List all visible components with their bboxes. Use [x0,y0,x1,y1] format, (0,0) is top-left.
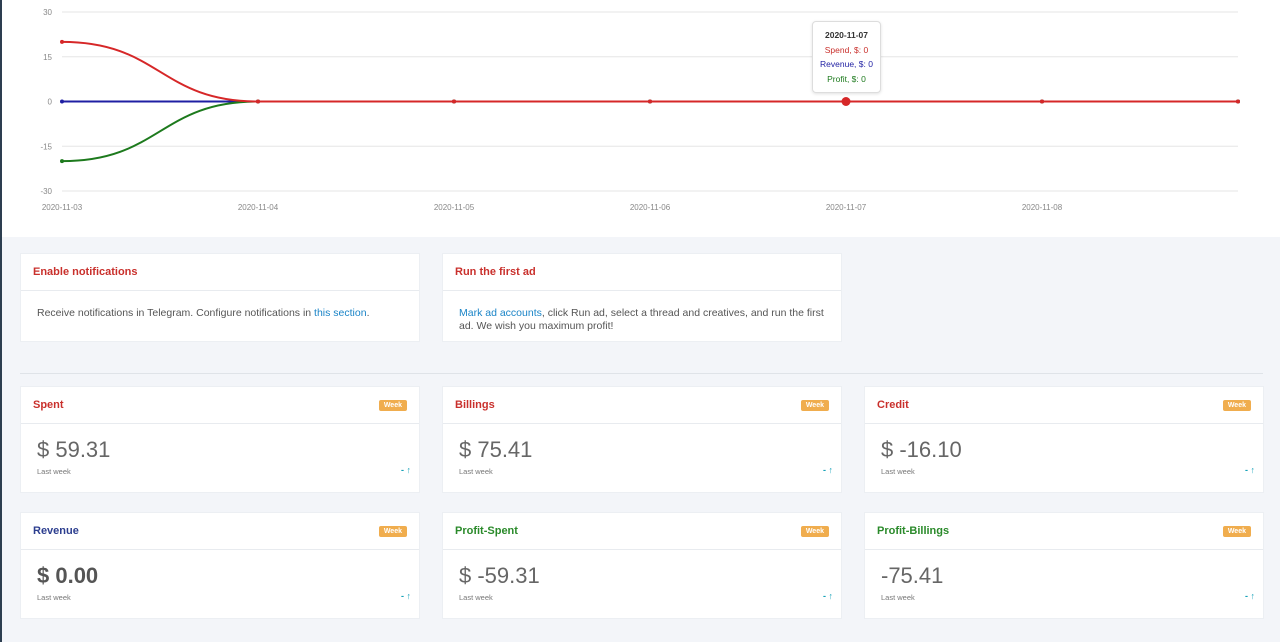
chart-svg: 30 15 0 -15 -30 2020-11-03 2020-11-04 2020-11-0… [40,8,1240,212]
trend-arrow-icon: - ↑ [1245,591,1255,601]
hover-point [841,97,851,106]
first-ad-card: Run the first ad Mark ad accounts, click… [442,253,842,342]
stat-period-label: Last week [459,593,493,602]
stat-card-profit-spent: Profit-Spent Week $ -59.31 Last week - ↑ [442,512,842,619]
stat-period-label: Last week [37,467,71,476]
notifications-text-end: . [366,307,370,319]
stat-card-title: Credit [877,399,909,411]
chart-tooltip: 2020-11-07 Spend, $: 0 Revenue, $: 0 Pro… [812,21,881,93]
notifications-card-title: Enable notifications [33,266,138,278]
x-tick-label: 2020-11-08 [1022,203,1063,212]
tooltip-revenue: Revenue, $: 0 [820,59,873,69]
y-tick-label: -15 [40,142,52,151]
first-ad-text: , click Run ad, select a thread and crea… [459,307,824,332]
y-tick-label: -30 [40,187,52,196]
trend-arrow-icon: - ↑ [401,465,411,475]
stat-value: $ -59.31 [459,563,540,588]
period-badge[interactable]: Week [1222,525,1251,537]
stat-card-billings: Billings Week $ 75.41 Last week - ↑ [442,386,842,493]
stat-card-credit: Credit Week $ -16.10 Last week - ↑ [864,386,1264,493]
stat-card-title: Spent [33,399,64,411]
x-tick-label: 2020-11-05 [434,203,475,212]
notifications-settings-link[interactable]: this section [314,307,367,319]
trend-arrow-icon: - ↑ [401,591,411,601]
stat-card-spent: Spent Week $ 59.31 Last week - ↑ [20,386,420,493]
data-point-spend [1236,99,1240,104]
notifications-text: Receive notifications in Telegram. Confi… [37,307,315,319]
tooltip-profit: Profit, $: 0 [827,73,866,84]
period-badge[interactable]: Week [1222,399,1251,411]
trend-arrow-icon: - ↑ [823,465,833,475]
series-line-spend [61,40,1238,103]
stat-card-title: Profit-Spent [455,525,518,537]
notifications-card: Enable notifications Receive notificatio… [20,253,420,342]
stat-period-label: Last week [459,467,493,476]
period-badge[interactable]: Week [800,399,829,411]
section-divider [20,373,1263,374]
x-tick-label: 2020-11-07 [826,203,867,212]
data-point-spend [60,39,64,44]
x-tick-label: 2020-11-03 [42,203,83,212]
y-tick-label: 15 [43,53,52,62]
stat-value: $ 0.00 [37,563,99,588]
stat-value: $ 59.31 [37,437,111,462]
stat-card-revenue: Revenue Week $ 0.00 Last week - ↑ [20,512,420,619]
period-badge[interactable]: Week [378,399,407,411]
y-tick-label: 0 [48,98,53,107]
trend-arrow-icon: - ↑ [823,591,833,601]
stat-card-profit-billings: Profit-Billings Week -75.41 Last week - … [864,512,1264,619]
tooltip-date: 2020-11-07 [824,30,868,40]
tooltip-spend: Spend, $: 0 [824,44,869,55]
series-line-profit [61,100,1238,163]
stat-value: $ 75.41 [459,437,533,462]
stat-period-label: Last week [881,593,915,602]
x-tick-label: 2020-11-06 [630,203,671,212]
trend-arrow-icon: - ↑ [1245,465,1255,475]
stat-card-title: Revenue [33,525,79,537]
stat-value: $ -16.10 [881,437,962,462]
first-ad-card-body: Mark ad accounts, click Run ad, select a… [443,291,841,349]
data-point-profit [60,159,64,164]
stat-card-title: Billings [455,399,495,411]
x-tick-label: 2020-11-04 [238,203,279,212]
data-point-spend [452,99,456,104]
line-chart: 30 15 0 -15 -30 2020-11-03 2020-11-04 2020-11-0… [2,0,1280,237]
stat-period-label: Last week [37,593,71,602]
y-tick-label: 30 [43,8,52,17]
stat-value: -75.41 [881,563,944,588]
notifications-card-body: Receive notifications in Telegram. Confi… [21,291,419,336]
data-point-spend [1040,99,1044,104]
mark-ad-accounts-link[interactable]: Mark ad accounts [459,307,542,319]
data-point-revenue [60,99,64,104]
period-badge[interactable]: Week [378,525,407,537]
data-point-spend [648,99,652,104]
period-badge[interactable]: Week [800,525,829,537]
first-ad-card-title: Run the first ad [455,266,536,278]
stat-period-label: Last week [881,467,915,476]
stat-card-title: Profit-Billings [877,525,950,537]
data-point-spend [256,99,260,104]
left-edge-border [0,0,2,642]
